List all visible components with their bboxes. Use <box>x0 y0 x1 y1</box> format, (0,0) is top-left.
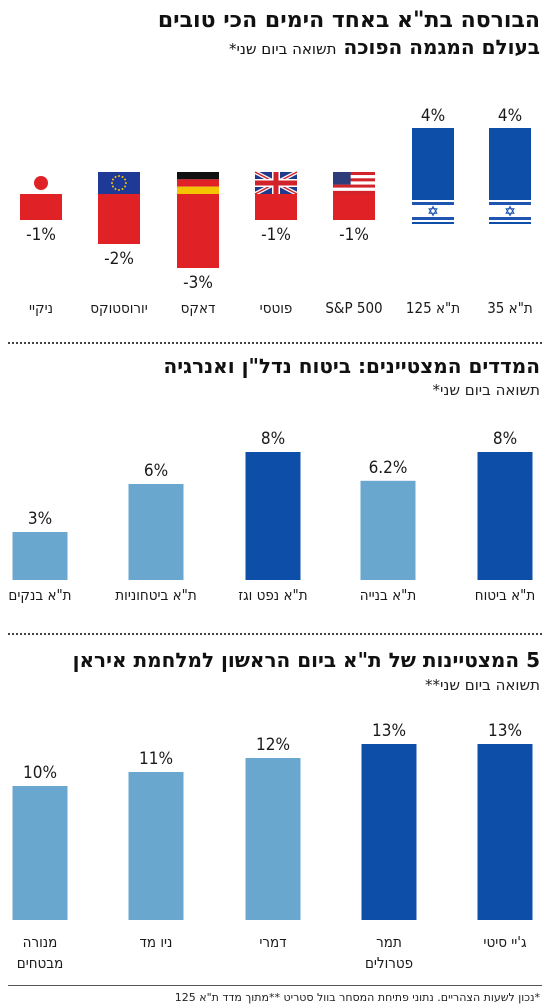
world-indices-chart: 4% ת"א 35 4% ת"א 125 -1% S&P 500 -1% פוטסי -3% דא… <box>20 106 533 317</box>
bar <box>20 194 62 220</box>
category-label: פוטסי <box>260 299 293 317</box>
bar <box>128 772 184 920</box>
category-label: ת"א 35 <box>487 299 533 317</box>
bar <box>477 452 533 580</box>
value-label: -3% <box>183 273 213 293</box>
value-label: 6% <box>144 461 168 481</box>
value-label: 4% <box>498 106 522 126</box>
value-label: -2% <box>104 249 134 269</box>
bar <box>360 480 416 580</box>
bar <box>477 744 533 920</box>
value-label: -1% <box>26 225 56 245</box>
category-label: מנורה <box>23 933 58 951</box>
category-label: ת"א בנייה <box>360 586 416 604</box>
section1-title: הבורסה בת"א באחד הימים הכי טובים בעולם ה… <box>10 8 540 62</box>
footnote-rule <box>8 985 542 986</box>
category-label: דאקס <box>181 299 216 317</box>
bar <box>245 452 301 580</box>
value-label: 10% <box>23 763 57 783</box>
value-label: -1% <box>261 225 291 245</box>
section3-subtitle: תשואה ביום שני** <box>425 676 540 694</box>
usa-flag-icon <box>333 172 375 194</box>
eu-flag-icon <box>98 172 140 194</box>
bar <box>128 484 184 580</box>
category-label: יורוסטוקס <box>90 299 148 317</box>
section2-subtitle: תשואה ביום שני* <box>432 381 541 399</box>
category-label: ניקיי <box>29 299 53 317</box>
value-label: 3% <box>28 509 52 529</box>
category-label: ת"א בנקים <box>8 586 71 604</box>
category-label: תמר <box>376 933 402 951</box>
category-label: דמרי <box>259 933 286 951</box>
value-label: -1% <box>339 225 369 245</box>
value-label: 13% <box>372 721 406 741</box>
bar <box>177 194 219 268</box>
bar <box>98 194 140 244</box>
israel-flag-icon <box>489 200 531 222</box>
footnote: *נכון לשעות הצהריים. נתוני פתיחת המסחר ב… <box>174 991 540 1004</box>
bar <box>361 744 417 920</box>
value-label: 4% <box>421 106 445 126</box>
value-label: 8% <box>493 429 517 449</box>
sector-indices-chart: 8% ת"א ביטוח 6.2% ת"א בנייה 8% ת"א נפט וגז 6% ת… <box>8 429 535 604</box>
category-label: ת"א 125 <box>406 299 460 317</box>
bar <box>333 194 375 220</box>
value-label: 11% <box>139 749 173 769</box>
uk-flag-icon <box>254 170 298 196</box>
category-label: ניו מד <box>140 933 173 951</box>
section1-title-line1: הבורסה בת"א באחד הימים הכי טובים <box>157 8 540 33</box>
value-label: 13% <box>488 721 522 741</box>
israel-flag-icon <box>412 200 454 222</box>
section1-subtitle: תשואה ביום שני* <box>229 40 337 58</box>
bar <box>12 532 68 580</box>
value-label: 8% <box>261 429 285 449</box>
section3-title: 5 המצטיינות של ת"א ביום הראשון למלחמת אי… <box>72 648 540 672</box>
value-label: 12% <box>256 735 290 755</box>
category-label: ת"א ביטחוניות <box>115 586 196 604</box>
category-label: ג'יי סיטי <box>483 933 527 951</box>
category-label: מבטחים <box>17 954 64 972</box>
germany-flag-icon <box>177 172 219 194</box>
divider-1 <box>8 342 542 344</box>
category-label: פטרולים <box>365 954 413 972</box>
section1-title-line2: בעולם המגמה הפוכה <box>343 35 540 59</box>
value-label: 6.2% <box>369 458 408 478</box>
divider-2 <box>8 633 542 635</box>
bar <box>255 194 297 220</box>
category-label: ת"א נפט וגז <box>238 586 307 604</box>
category-label: S&P 500 <box>325 299 382 317</box>
japan-flag-icon <box>20 172 62 194</box>
bar <box>12 786 68 920</box>
section2-title: המדדים המצטיינים: ביטוח נדל"ן ואנרגיה <box>163 354 540 378</box>
bar <box>245 758 301 920</box>
category-label: ת"א ביטוח <box>475 586 535 604</box>
